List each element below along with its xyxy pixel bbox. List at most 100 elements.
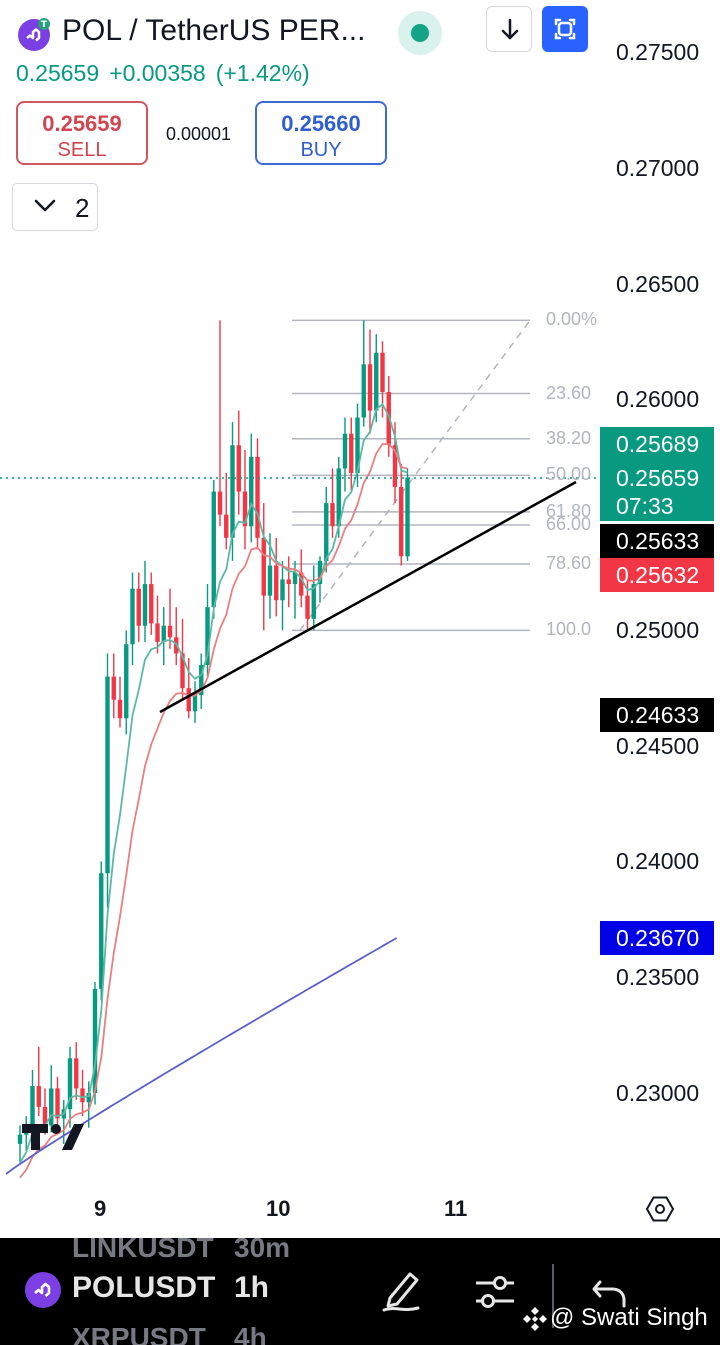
candle [124,630,129,735]
chart-header: T POL / TetherUS PER... 0.25659 +0.00358 (… [0,0,600,240]
candle [292,560,298,619]
undo-icon[interactable] [590,1276,630,1312]
bar-countdown: 07:33 [616,493,674,519]
candle-body [205,607,210,666]
tradingview-logo [22,1124,84,1150]
candle-body [74,1058,79,1089]
candle-body [355,417,360,474]
fibonacci-retracement[interactable] [292,319,531,632]
candle-body [361,364,366,418]
sell-button[interactable]: 0.25659 SELL [16,101,148,165]
trendline[interactable] [159,480,577,714]
candle [92,981,98,1105]
candle-body [299,572,304,596]
buy-price: 0.25660 [281,111,361,136]
candle-body [249,456,254,527]
candle [167,588,173,649]
candle-body [255,456,260,538]
candle [130,572,135,666]
candle [55,1076,60,1128]
candle [136,572,141,642]
ema-long-line [5,937,398,1175]
fib-level-label: 0.00% [546,309,598,330]
candle-body [311,584,316,619]
candle [117,676,123,728]
candle-body [336,468,341,527]
candle [361,320,366,427]
ghost-symbol-above: LINKUSDT [72,1238,214,1263]
candle-body [36,1086,41,1107]
candle [211,479,216,619]
fib-level-label: 100.0 [546,619,592,640]
candle [236,410,241,515]
candle-body [286,579,291,585]
candle [99,861,104,1001]
candle-body [111,676,116,700]
price-axis-label: 0.26000 [616,386,700,412]
trendline-price-tag-upper: 0.25633 [600,524,714,558]
candle [111,653,116,719]
candle-body [167,625,173,638]
symbol-selector[interactable]: POLUSDT [72,1271,216,1304]
candles [17,320,410,1163]
candle-body [49,1088,54,1126]
candle [74,1042,79,1100]
candle-body [149,584,154,624]
candle-body [224,514,229,538]
market-open-indicator[interactable] [398,11,442,55]
indicator-settings-sliders-icon[interactable] [472,1272,518,1312]
price-axis-label: 0.25000 [616,617,700,643]
price-axis-label: 0.24500 [616,733,700,759]
timeframe-selector[interactable]: 1h [234,1271,270,1304]
candle-body [92,988,98,1093]
chart-canvas[interactable] [0,0,720,1238]
fib-level-label: 78.60 [546,552,592,573]
price-summary: 0.25659 +0.00358 (+1.42%) [16,60,320,87]
fullscreen-button[interactable] [542,6,588,52]
candle-body [236,445,241,492]
candle-body [274,565,279,601]
symbol-title[interactable]: POL / TetherUS PER... [62,14,366,47]
ema-long-price-tag: 0.23670 [600,921,714,955]
time-axis-label: 9 [94,1196,107,1221]
candle-body [305,595,310,619]
candle-body [17,1134,23,1144]
price-axis-label: 0.27500 [616,39,700,65]
candle-body [105,676,110,874]
candle [217,320,223,527]
ema-fast-price-tag: 0.25689 [600,427,714,461]
trendline-price-tag-lower: 0.24633 [600,698,714,732]
candle [17,1125,23,1163]
candle-body [211,491,216,608]
ema-fast-line [19,402,408,1164]
bottom-toolbar: LINKUSDT 30m XRPUSDT 4h POLUSDT 1h @ Swa… [0,1238,720,1345]
drawing-tool-pen-icon[interactable] [380,1266,424,1314]
price-axis-label: 0.24000 [616,848,700,874]
watermark-text: @ Swati Singh [550,1304,708,1331]
price-axis-label: 0.26500 [616,271,700,297]
indicators-toggle-button[interactable]: 2 [12,183,98,231]
candle-body [142,584,148,626]
settings-hex-icon[interactable] [645,1196,675,1222]
candle [192,681,198,723]
candle-body [292,572,298,585]
buy-button[interactable]: 0.25660 BUY [255,101,387,165]
time-axis-label: 10 [266,1196,291,1221]
candle [80,1069,85,1117]
fib-level-label: 23.60 [546,382,592,403]
candle-body [99,873,104,989]
candle-body [124,644,129,719]
download-button[interactable] [486,6,532,52]
candle-body [161,625,166,642]
candle-body [180,653,185,689]
polygon-symbol-icon [25,1272,61,1308]
candle-body [55,1088,60,1119]
price-change: +0.00358 [109,60,206,86]
fib-level-label: 38.20 [546,427,592,448]
candle [374,334,379,423]
candle [186,658,191,719]
candle [205,584,210,677]
ghost-timeframe-below: 4h [234,1322,267,1345]
candle-body [405,477,410,557]
price-axis-label: 0.23000 [616,1080,700,1106]
